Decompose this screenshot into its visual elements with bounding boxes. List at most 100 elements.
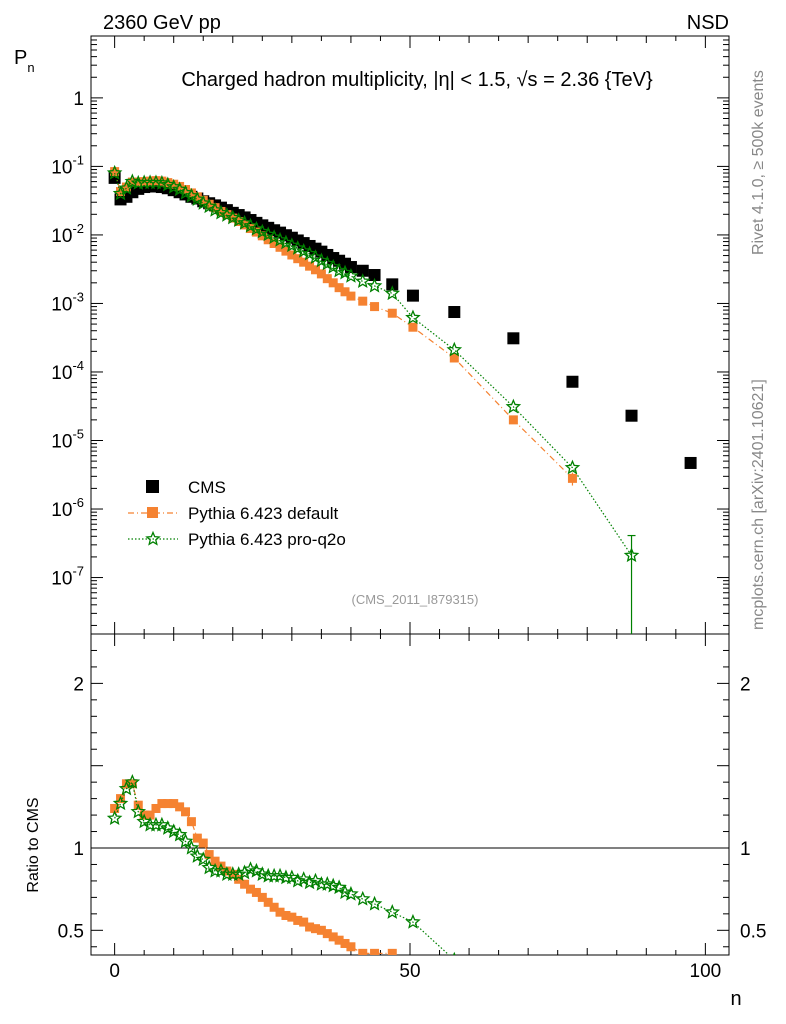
data-point <box>386 278 399 291</box>
data-point <box>186 188 196 198</box>
ratio-point <box>322 929 332 939</box>
ratio-point <box>154 816 170 832</box>
data-point <box>319 255 336 271</box>
ratio-point <box>370 948 380 955</box>
ratio-point <box>387 948 397 955</box>
data-point <box>106 164 123 180</box>
data-point <box>325 258 342 274</box>
data-point <box>334 283 344 293</box>
ratio-point <box>299 917 309 927</box>
data-point <box>189 191 206 207</box>
legend-star-shape <box>145 530 161 546</box>
ratio-point <box>354 890 371 906</box>
ratio-point <box>157 799 167 809</box>
data-point <box>408 322 418 332</box>
data-point <box>505 398 522 414</box>
analysis-tag: (CMS_2011_I879315) <box>352 592 479 607</box>
ratio-point <box>334 935 344 945</box>
series-1 <box>110 167 577 483</box>
y-tick-label: 10-7 <box>51 564 84 590</box>
y-axis-label-subscript: n <box>27 60 34 75</box>
ratio-point <box>234 874 244 884</box>
ratio-point <box>263 897 273 907</box>
data-point <box>564 459 581 475</box>
ratio-point <box>316 925 326 935</box>
y-axis-label-letter: P <box>14 47 27 69</box>
ratio-point <box>358 948 368 955</box>
ratio-point <box>293 915 303 925</box>
main-plot-frame <box>90 35 730 635</box>
data-point <box>293 254 303 264</box>
ratio-series-0 <box>110 779 397 955</box>
ratio-line <box>114 780 450 955</box>
ratio-point <box>124 773 141 789</box>
data-point <box>356 264 369 277</box>
ratio-point <box>165 823 182 839</box>
ratio-point <box>163 799 173 809</box>
y-tick-label-base: 1 <box>73 89 84 110</box>
data-point <box>370 302 380 312</box>
y-tick-label: 10-1 <box>51 152 84 178</box>
data-point <box>566 375 579 388</box>
data-point <box>204 199 214 209</box>
y-tick-label-base: 10 <box>51 363 72 384</box>
ratio-point <box>169 799 179 809</box>
main-title: Charged hadron multiplicity, |η| < 1.5, … <box>181 69 653 91</box>
data-point <box>684 456 697 469</box>
data-point <box>508 415 518 425</box>
data-point <box>328 278 338 288</box>
data-point <box>195 195 212 210</box>
data-point <box>406 289 419 302</box>
data-point <box>446 341 463 357</box>
data-point <box>116 187 126 197</box>
data-point <box>448 306 461 319</box>
data-point <box>358 296 368 306</box>
y-tick-label-exponent: -5 <box>72 426 84 441</box>
y-tick-label-exponent: -7 <box>72 564 84 579</box>
data-point <box>169 179 179 189</box>
legend-label-cms: CMS <box>188 478 226 497</box>
series-line <box>114 171 573 479</box>
y-tick-label-exponent: -3 <box>72 289 84 304</box>
y-tick-label-base: 10 <box>51 569 72 590</box>
legend-marker-cms <box>146 480 159 493</box>
data-point <box>198 195 208 205</box>
data-point <box>337 264 353 280</box>
ratio-point <box>310 924 320 934</box>
ratio-point <box>228 869 238 879</box>
data-point <box>340 287 350 297</box>
ratio-y-tick-label-left: 2 <box>73 674 84 695</box>
ratio-point <box>248 862 265 878</box>
data-point <box>354 273 371 288</box>
ratio-point <box>204 850 214 860</box>
ratio-point <box>284 869 300 885</box>
x-tick-label: 0 <box>109 961 120 982</box>
x-tick-label: 100 <box>690 961 722 982</box>
ratio-y-tick-label-right: 0.5 <box>740 921 766 942</box>
data-point <box>121 182 131 192</box>
ratio-series-layer <box>106 773 456 955</box>
data-point <box>171 181 188 197</box>
data-point <box>405 309 421 325</box>
ratio-series-1 <box>106 773 456 955</box>
ratio-point <box>177 833 194 849</box>
ratio-point <box>343 885 359 901</box>
data-point <box>343 267 359 283</box>
ratio-y-axis: 0.5 0.5 1 1 2 2 <box>58 649 766 948</box>
y-tick-label-exponent: -2 <box>72 221 84 236</box>
rivet-label: Rivet 4.1.0, ≥ 500k events <box>750 70 767 255</box>
ratio-point <box>275 907 285 917</box>
series-0 <box>108 171 697 469</box>
x-axis-label: n <box>730 988 741 1010</box>
y-tick-label-base: 10 <box>51 500 72 521</box>
ratio-point <box>201 859 217 875</box>
ratio-point <box>295 871 312 886</box>
y-tick-label-exponent: -6 <box>72 495 84 510</box>
data-point <box>110 167 120 177</box>
ratio-point <box>240 879 250 889</box>
y-axis-label-main: Pn <box>14 47 35 75</box>
mcplots-label: mcplots.cern.ch [arXiv:2401.10621] <box>750 379 767 630</box>
ratio-y-tick-label-right: 2 <box>740 674 751 695</box>
data-point <box>316 269 326 279</box>
main-y-axis: 10-710-610-510-410-310-210-11 <box>51 35 729 626</box>
